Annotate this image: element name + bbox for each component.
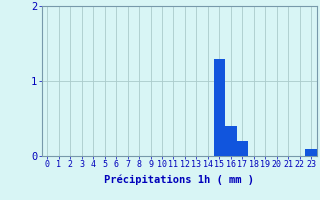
Bar bbox=[225, 126, 236, 156]
X-axis label: Précipitations 1h ( mm ): Précipitations 1h ( mm ) bbox=[104, 175, 254, 185]
Bar bbox=[305, 148, 317, 156]
Bar bbox=[214, 58, 225, 156]
Bar bbox=[236, 141, 248, 156]
